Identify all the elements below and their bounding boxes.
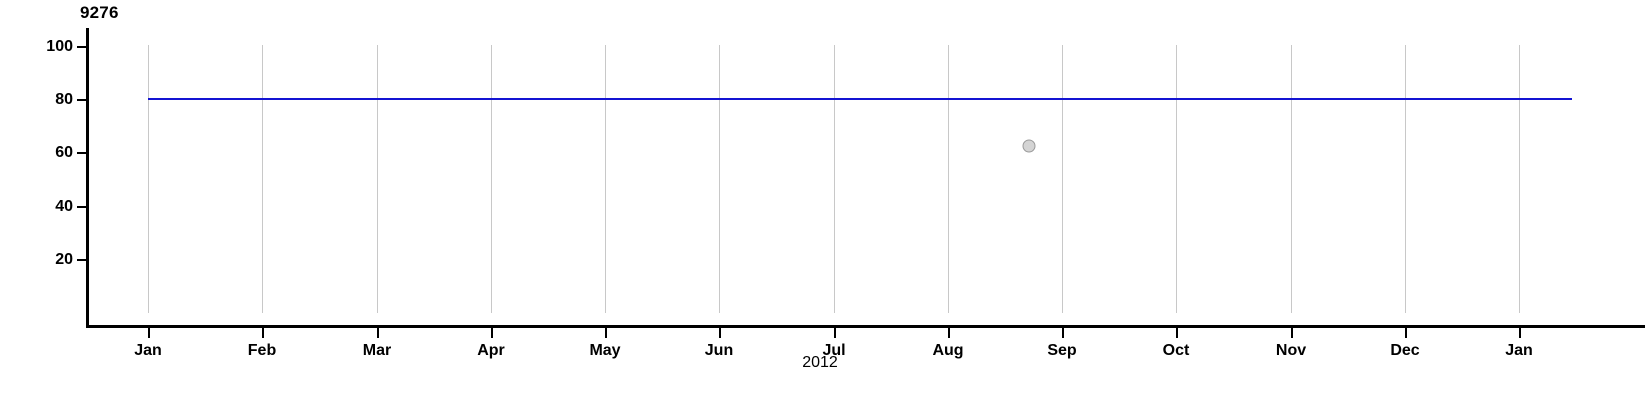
gridline (377, 45, 378, 313)
gridline (948, 45, 949, 313)
x-axis-title-text: 2012 (802, 354, 838, 371)
x-tick-mark (834, 328, 836, 338)
gridline (148, 45, 149, 313)
y-axis-line (86, 28, 89, 328)
gridline (1519, 45, 1520, 313)
y-tick-label: 80 (55, 91, 73, 108)
x-tick-mark (1291, 328, 1293, 338)
y-tick-label: 20 (55, 251, 73, 268)
x-tick-label: Mar (362, 342, 392, 359)
x-tick-mark (719, 328, 721, 338)
gridline (491, 45, 492, 313)
data-point-observation[interactable] (1022, 139, 1036, 153)
y-tick-mark (77, 206, 86, 208)
y-tick-label: 100 (46, 38, 73, 55)
x-tick-label: Jun (704, 342, 734, 359)
x-tick-label: Apr (477, 342, 505, 359)
y-tick-mark (77, 46, 86, 48)
x-tick-mark (605, 328, 607, 338)
gridline (605, 45, 606, 313)
x-tick-label: Dec (1390, 342, 1420, 359)
y-tick-mark (77, 152, 86, 154)
gridline (834, 45, 835, 313)
x-tick-label: Sep (1047, 342, 1077, 359)
y-tick-label: 60 (55, 144, 73, 161)
x-tick-label: Nov (1275, 342, 1307, 359)
gridline (1176, 45, 1177, 313)
gridline (1405, 45, 1406, 313)
y-tick-mark (77, 259, 86, 261)
x-tick-label: Jul (822, 342, 846, 359)
x-tick-label: Jan (134, 342, 162, 359)
x-axis-title: 2012 (0, 354, 1650, 372)
x-tick-mark (1405, 328, 1407, 338)
x-tick-mark (1062, 328, 1064, 338)
x-tick-mark (262, 328, 264, 338)
y-tick-label: 40 (55, 198, 73, 215)
x-tick-mark (148, 328, 150, 338)
chart-title: 9276 (80, 3, 119, 22)
y-tick-mark (77, 99, 86, 101)
x-axis-line (86, 325, 1645, 328)
x-tick-mark (948, 328, 950, 338)
x-tick-label: Jan (1505, 342, 1533, 359)
x-tick-label: Oct (1162, 342, 1190, 359)
gridline (1062, 45, 1063, 313)
x-tick-label: Aug (932, 342, 964, 359)
gridline (262, 45, 263, 313)
x-tick-mark (1519, 328, 1521, 338)
x-tick-label: Feb (247, 342, 277, 359)
x-tick-mark (491, 328, 493, 338)
gridline (719, 45, 720, 313)
x-tick-label: May (589, 342, 621, 359)
gridline (1291, 45, 1292, 313)
x-tick-mark (1176, 328, 1178, 338)
x-tick-mark (377, 328, 379, 338)
series-line-confidence-threshold (148, 98, 1572, 100)
